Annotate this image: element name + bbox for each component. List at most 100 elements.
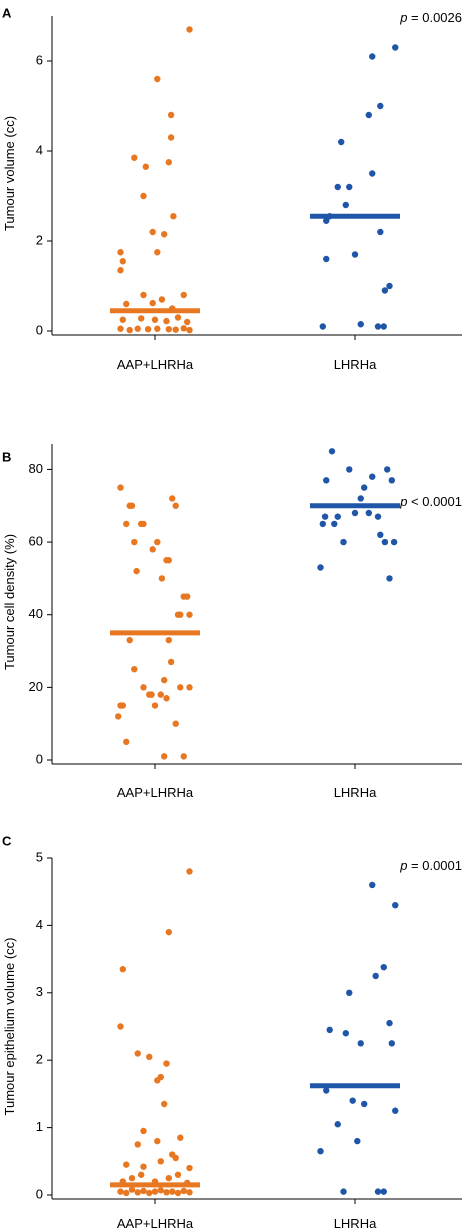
data-point <box>323 217 330 224</box>
data-point <box>123 1189 130 1197</box>
y-axis-label: Tumour epithelium volume (cc) <box>2 938 17 1116</box>
data-point <box>374 513 382 520</box>
data-point <box>140 520 147 528</box>
data-point <box>154 538 161 546</box>
panel-b: Bp < 0.0001 0 20 40 60 80 AAP+LHRHa LHRHa Tumour… <box>2 444 462 800</box>
data-point <box>172 502 179 509</box>
data-point <box>377 531 384 539</box>
data-point <box>351 509 359 517</box>
data-point <box>365 111 372 119</box>
data-point <box>321 513 329 520</box>
data-point <box>134 1050 141 1057</box>
data-point <box>126 636 133 644</box>
data-point <box>346 989 353 996</box>
data-point <box>172 720 179 727</box>
x-category-label: LHRHa <box>334 785 377 800</box>
data-point <box>117 1023 124 1030</box>
data-point <box>180 291 187 299</box>
data-point <box>140 192 147 200</box>
data-point <box>186 868 193 875</box>
data-point <box>170 213 177 220</box>
data-point <box>388 477 395 484</box>
y-tick-label: 4 <box>36 142 43 157</box>
data-point <box>144 326 152 333</box>
data-point <box>117 249 124 256</box>
series-lhrha <box>310 881 400 1195</box>
data-point <box>128 1186 136 1193</box>
data-point <box>154 249 161 256</box>
data-point <box>357 321 364 328</box>
y-axis-label: Tumour volume (cc) <box>2 116 17 231</box>
y-tick-label: 5 <box>36 849 43 864</box>
data-point <box>117 267 124 274</box>
data-point <box>342 1030 349 1037</box>
data-point <box>163 317 170 325</box>
data-point <box>351 251 359 258</box>
data-point <box>140 1127 147 1135</box>
data-point <box>149 299 156 307</box>
y-tick-label: 60 <box>29 534 43 549</box>
data-point <box>146 1189 153 1197</box>
data-point <box>148 691 155 698</box>
data-point <box>357 495 364 502</box>
data-point <box>128 1174 136 1182</box>
series-aap-lhrha <box>110 868 200 1197</box>
data-point <box>328 448 336 455</box>
data-point <box>123 738 130 746</box>
data-point <box>167 134 175 141</box>
data-point <box>154 1137 161 1145</box>
data-point <box>184 593 191 600</box>
data-point <box>323 255 330 263</box>
data-point <box>172 326 179 333</box>
data-point <box>338 138 345 146</box>
data-point <box>317 564 324 571</box>
data-point <box>374 323 382 330</box>
y-tick-label: 3 <box>36 984 43 999</box>
data-point <box>146 1053 153 1061</box>
data-point <box>186 26 193 33</box>
x-category-label: AAP+LHRHa <box>117 785 194 800</box>
data-point <box>384 466 391 473</box>
data-point <box>154 75 161 83</box>
data-point <box>334 1121 341 1128</box>
data-point <box>180 1187 187 1195</box>
data-point <box>186 611 193 618</box>
data-point <box>380 963 387 971</box>
data-point <box>323 477 330 484</box>
data-point <box>149 546 156 553</box>
data-point <box>346 183 353 191</box>
x-category-label: AAP+LHRHa <box>117 1216 194 1231</box>
data-point <box>340 538 347 546</box>
data-point <box>186 326 193 334</box>
data-point <box>169 1151 176 1158</box>
p-value-label: p = 0.0001 <box>399 858 462 873</box>
data-point <box>123 300 130 308</box>
data-point <box>131 154 138 161</box>
data-point <box>186 1164 193 1172</box>
data-point <box>374 1188 382 1195</box>
data-point <box>167 111 175 119</box>
data-point <box>128 502 136 509</box>
data-point <box>119 316 127 323</box>
data-point <box>349 1097 356 1104</box>
data-point <box>386 575 393 582</box>
y-tick-label: 0 <box>36 751 43 766</box>
data-point <box>369 170 376 177</box>
data-point <box>158 296 166 303</box>
data-point <box>161 231 168 238</box>
data-point <box>326 1026 333 1034</box>
data-point <box>123 1161 130 1168</box>
data-point <box>174 1171 182 1178</box>
data-point <box>165 928 172 936</box>
data-point <box>149 228 156 236</box>
data-point <box>184 318 191 326</box>
data-point <box>151 316 159 323</box>
data-point <box>386 282 393 290</box>
data-point <box>165 557 172 564</box>
data-point <box>119 702 127 709</box>
data-point <box>340 1188 347 1195</box>
p-text: < 0.0001 <box>407 494 462 509</box>
y-tick-label: 2 <box>36 1052 43 1067</box>
data-point <box>381 538 389 546</box>
